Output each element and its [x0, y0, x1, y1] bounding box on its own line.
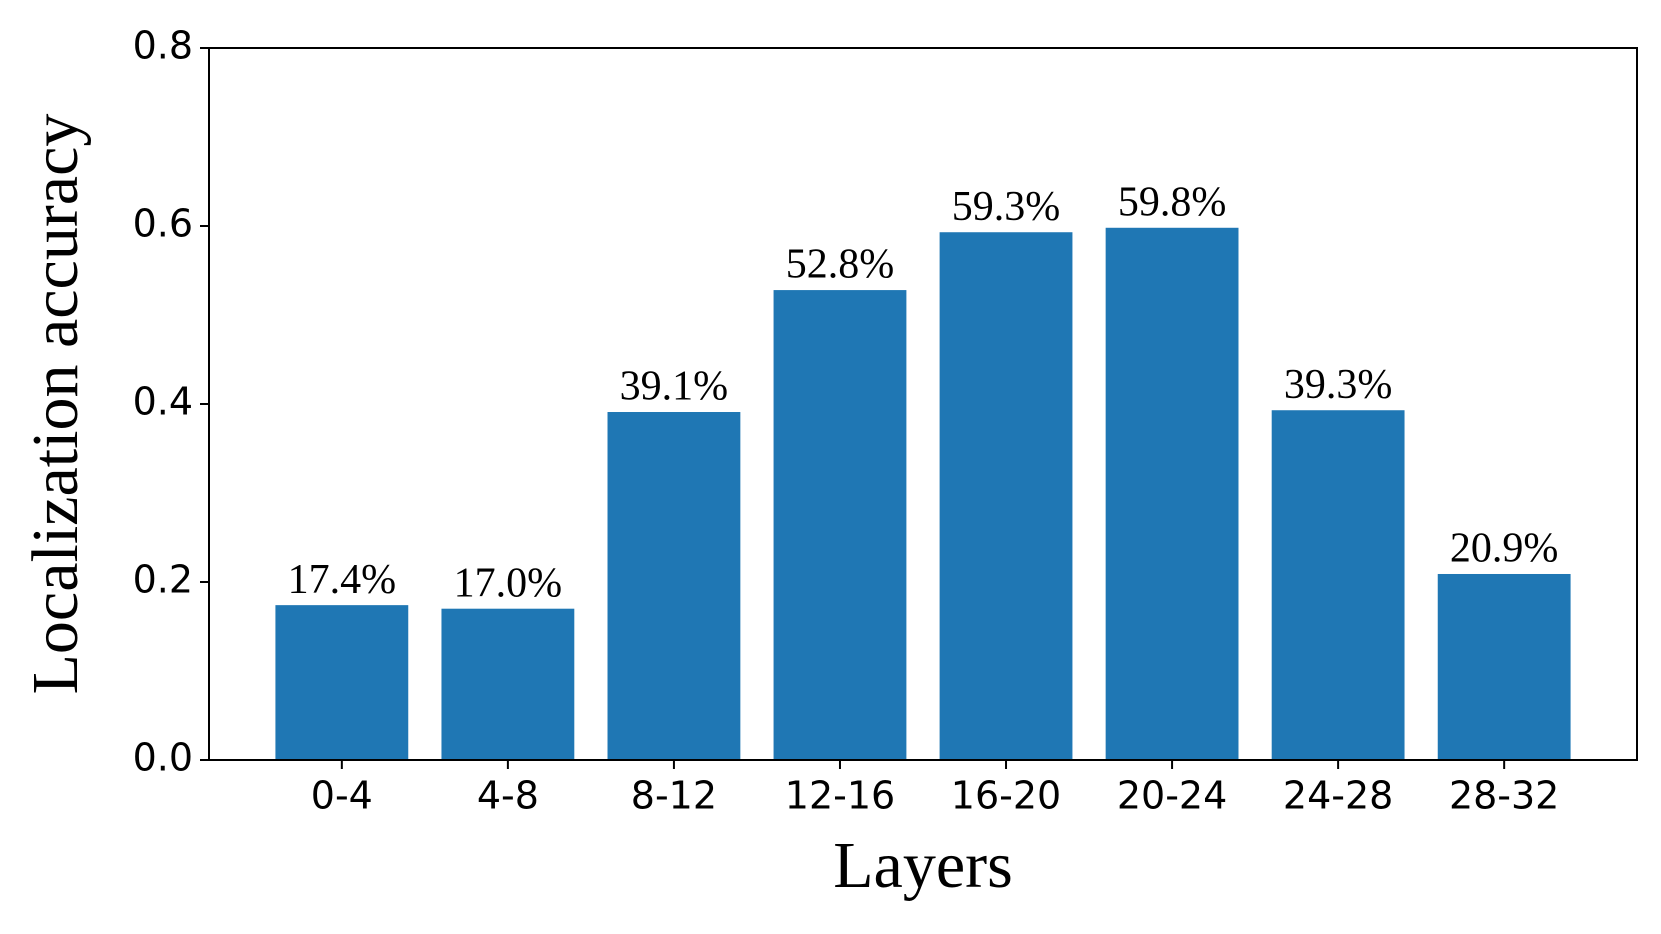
value-label: 17.0%	[454, 560, 563, 606]
bar	[275, 605, 409, 760]
y-tick-label: 0.4	[133, 380, 193, 424]
bar	[1437, 573, 1571, 760]
bar	[441, 608, 575, 760]
x-tick-label: 16-20	[951, 774, 1061, 818]
value-label: 20.9%	[1450, 526, 1559, 572]
bar	[939, 232, 1073, 761]
x-axis-label: Layers	[833, 829, 1013, 902]
x-tick-label: 20-24	[1117, 774, 1227, 818]
bar	[1105, 227, 1239, 760]
value-label: 59.8%	[1118, 179, 1227, 225]
y-tick-label: 0.8	[133, 24, 193, 68]
x-tick-label: 4-8	[477, 774, 539, 818]
bar	[607, 412, 741, 760]
y-tick-label: 0.6	[133, 202, 193, 246]
value-label: 52.8%	[786, 242, 895, 288]
plot-frame	[208, 47, 1638, 761]
x-tick-label: 8-12	[631, 774, 717, 818]
x-tick-label: 28-32	[1449, 774, 1559, 818]
value-label: 39.3%	[1284, 362, 1393, 408]
x-tick-label: 0-4	[311, 774, 373, 818]
y-tick-label: 0.0	[133, 736, 193, 780]
bar	[1271, 410, 1405, 760]
value-label: 59.3%	[952, 184, 1061, 230]
y-axis-label: Localization accuracy	[19, 114, 92, 695]
x-tick-label: 12-16	[785, 774, 895, 818]
bar	[773, 290, 907, 760]
y-tick-label: 0.2	[133, 558, 193, 602]
value-label: 17.4%	[288, 557, 397, 603]
value-label: 39.1%	[620, 364, 729, 410]
x-tick-label: 24-28	[1283, 774, 1393, 818]
